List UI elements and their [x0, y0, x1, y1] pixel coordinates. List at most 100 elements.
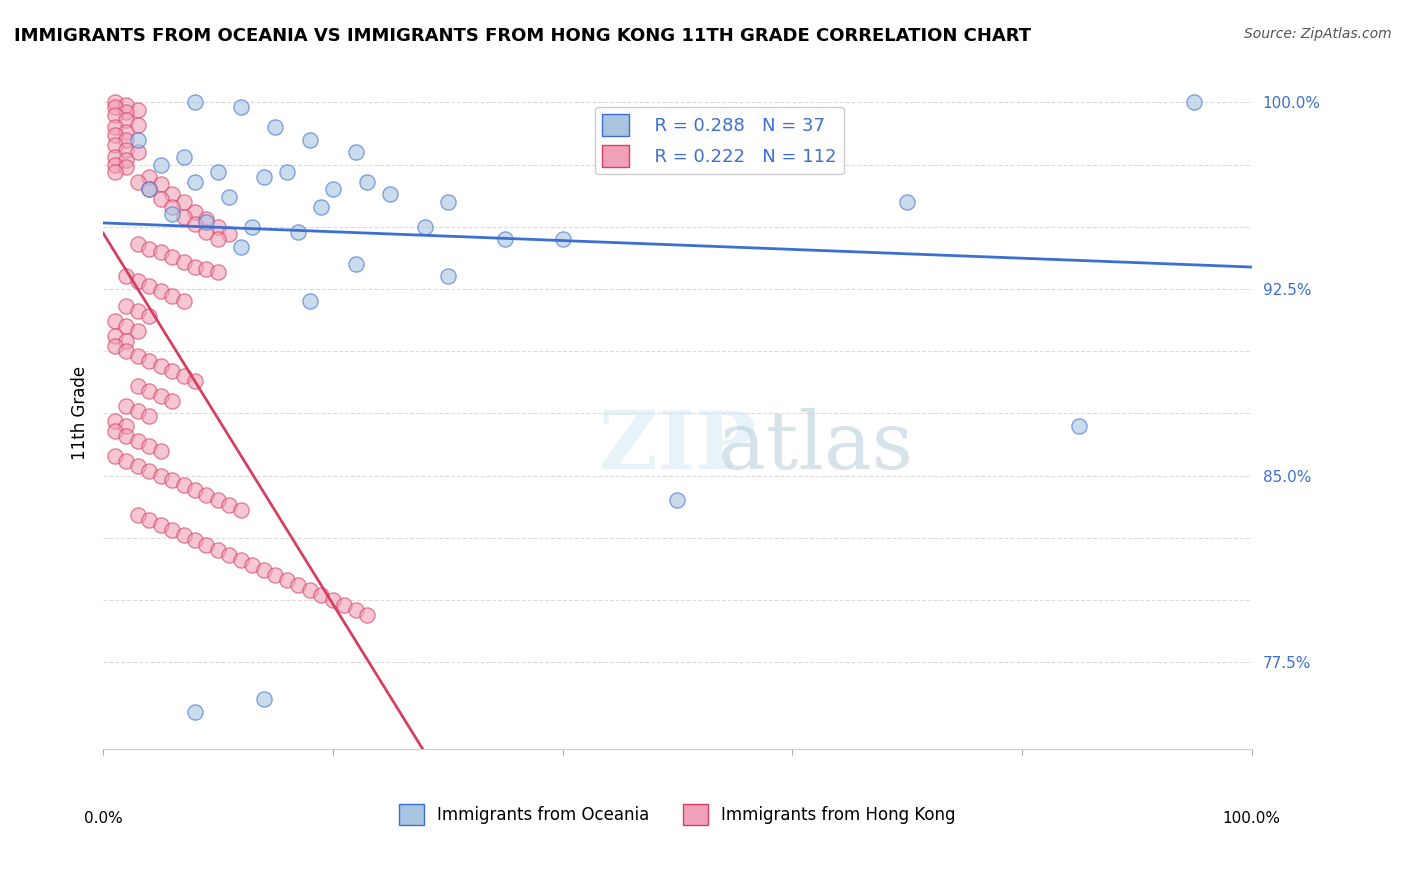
Text: 0.0%: 0.0%: [84, 812, 122, 826]
Point: [115, 428, 138, 442]
Point: [413, 219, 436, 234]
Point: [104, 339, 127, 353]
Point: [160, 250, 183, 264]
Point: [207, 165, 229, 179]
Point: [195, 212, 218, 227]
Point: [344, 603, 367, 617]
Point: [287, 578, 309, 592]
Point: [494, 232, 516, 246]
Point: [115, 319, 138, 334]
Point: [149, 178, 172, 192]
Point: [160, 289, 183, 303]
Point: [356, 175, 378, 189]
Point: [160, 187, 183, 202]
Point: [184, 705, 207, 719]
Point: [104, 137, 127, 152]
Point: [115, 453, 138, 467]
Point: [127, 237, 149, 252]
Point: [311, 200, 333, 214]
Point: [173, 478, 195, 492]
Point: [115, 299, 138, 313]
Point: [138, 464, 160, 478]
Point: [896, 194, 918, 209]
Point: [115, 160, 138, 174]
Point: [115, 334, 138, 348]
Point: [127, 324, 149, 338]
Point: [1069, 418, 1091, 433]
Point: [115, 418, 138, 433]
Point: [184, 483, 207, 498]
Point: [160, 393, 183, 408]
Point: [160, 207, 183, 221]
Text: ZIP: ZIP: [599, 408, 756, 486]
Point: [173, 294, 195, 309]
Point: [127, 133, 149, 147]
Point: [173, 254, 195, 268]
Point: [287, 225, 309, 239]
Point: [127, 275, 149, 289]
Point: [149, 389, 172, 403]
Point: [173, 369, 195, 384]
Point: [173, 150, 195, 164]
Point: [173, 210, 195, 224]
Point: [149, 285, 172, 299]
Point: [104, 100, 127, 114]
Point: [218, 499, 240, 513]
Point: [104, 108, 127, 122]
Point: [127, 349, 149, 363]
Point: [160, 364, 183, 378]
Point: [149, 192, 172, 206]
Point: [149, 359, 172, 373]
Point: [127, 118, 149, 132]
Point: [218, 548, 240, 562]
Point: [724, 145, 747, 159]
Point: [195, 538, 218, 552]
Point: [184, 95, 207, 110]
Point: [333, 598, 356, 612]
Y-axis label: 11th Grade: 11th Grade: [72, 367, 89, 460]
Point: [184, 204, 207, 219]
Point: [127, 458, 149, 473]
Point: [160, 200, 183, 214]
Point: [104, 449, 127, 463]
Point: [207, 543, 229, 558]
Point: [195, 215, 218, 229]
Point: [115, 153, 138, 167]
Point: [207, 264, 229, 278]
Point: [195, 488, 218, 502]
Point: [149, 443, 172, 458]
Point: [115, 105, 138, 120]
Point: [138, 182, 160, 196]
Point: [276, 165, 298, 179]
Legend: Immigrants from Oceania, Immigrants from Hong Kong: Immigrants from Oceania, Immigrants from…: [392, 797, 962, 831]
Point: [666, 493, 689, 508]
Point: [264, 120, 287, 135]
Point: [104, 120, 127, 135]
Point: [229, 503, 252, 517]
Point: [276, 573, 298, 587]
Point: [104, 95, 127, 110]
Point: [298, 294, 321, 309]
Point: [380, 187, 402, 202]
Point: [104, 150, 127, 164]
Point: [160, 474, 183, 488]
Point: [173, 528, 195, 542]
Point: [138, 354, 160, 368]
Point: [104, 314, 127, 328]
Point: [356, 607, 378, 622]
Point: [127, 404, 149, 418]
Point: [436, 194, 458, 209]
Point: [344, 257, 367, 271]
Point: [127, 508, 149, 523]
Point: [298, 582, 321, 597]
Point: [104, 424, 127, 438]
Point: [322, 182, 344, 196]
Point: [127, 304, 149, 318]
Point: [104, 157, 127, 171]
Text: Source: ZipAtlas.com: Source: ZipAtlas.com: [1244, 27, 1392, 41]
Point: [127, 379, 149, 393]
Point: [1182, 95, 1205, 110]
Point: [127, 175, 149, 189]
Point: [322, 593, 344, 607]
Point: [253, 692, 276, 706]
